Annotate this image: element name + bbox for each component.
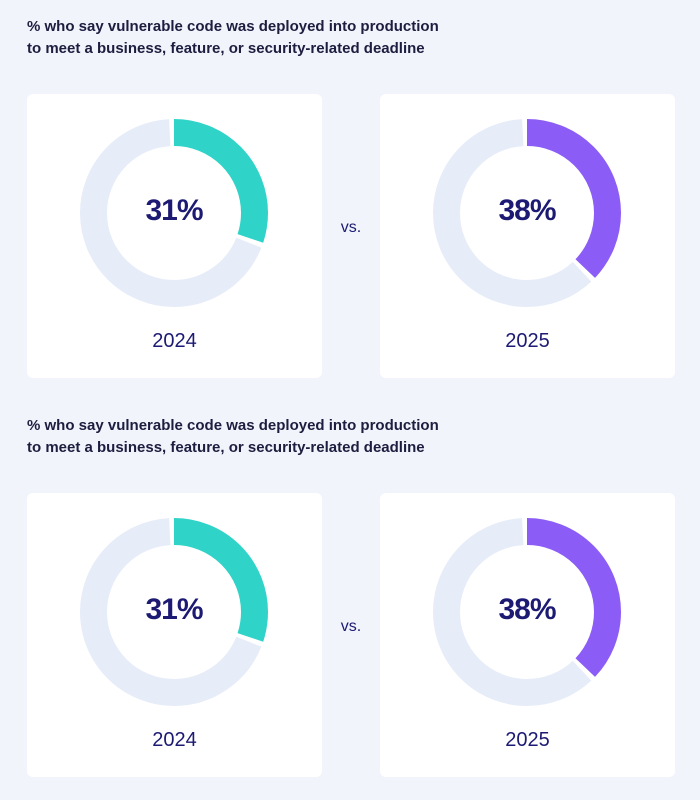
card-2025: 38% 2025 [380,493,675,777]
donut-chart-2024 [80,518,268,706]
chart-title-line-2: to meet a business, feature, or security… [27,40,425,57]
donut-value-2024: 31% [145,194,203,227]
card-2025: 38% 2025 [380,94,675,378]
card-2024: 31% 2024 [27,94,322,378]
donut-value-segment-2024 [80,518,268,706]
comparison-section-2: % who say vulnerable code was deployed i… [0,399,700,799]
chart-title-line-1: % who say vulnerable code was deployed i… [27,417,439,434]
chart-title-line-1: % who say vulnerable code was deployed i… [27,18,439,35]
donut-value-2024: 31% [145,593,203,626]
chart-title: % who say vulnerable code was deployed i… [27,16,507,60]
donut-chart-2024 [80,119,268,307]
donut-track-segment [433,119,621,307]
donut-value-segment-2025 [433,119,621,307]
year-label-2024: 2024 [152,330,197,352]
donut-value-2025: 38% [498,194,556,227]
donut-chart-2025 [433,518,621,706]
donut-value-2025: 38% [498,593,556,626]
vs-label: vs. [340,618,362,635]
comparison-section-1: % who say vulnerable code was deployed i… [27,16,675,378]
chart-title: % who say vulnerable code was deployed i… [27,415,507,459]
card-2024: 31% 2024 [27,493,322,777]
year-label-2025: 2025 [505,330,550,352]
year-label-2024: 2024 [152,729,197,751]
donut-track-segment [433,518,621,706]
donut-chart-2025 [433,119,621,307]
donut-track-segment [80,518,268,706]
donut-track-segment [80,119,268,307]
donut-value-segment-2025 [433,518,621,706]
vs-label: vs. [340,219,362,236]
donut-value-segment-2024 [80,119,268,307]
chart-title-line-2: to meet a business, feature, or security… [27,439,425,456]
year-label-2025: 2025 [505,729,550,751]
